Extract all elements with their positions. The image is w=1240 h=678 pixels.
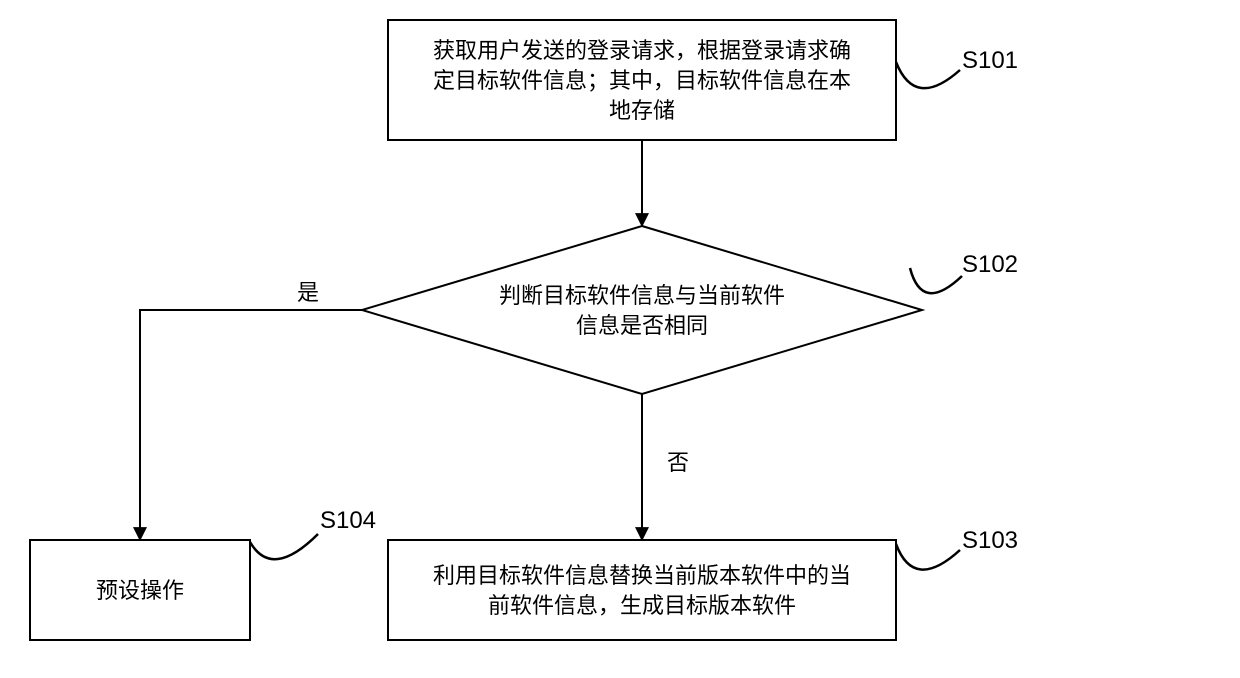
label-connector-s103 — [896, 544, 960, 570]
node-s102 — [362, 226, 922, 394]
node-s103-line1: 前软件信息，生成目标版本软件 — [488, 593, 796, 618]
node-s103 — [388, 540, 896, 640]
node-s101-line2: 地存储 — [609, 98, 675, 123]
node-s101-line0: 获取用户发送的登录请求，根据登录请求确 — [433, 38, 851, 63]
node-s102-line1: 信息是否相同 — [576, 313, 708, 338]
edge-label-s102-s104: 是 — [297, 280, 319, 305]
edge-label-s102-s103: 否 — [667, 450, 689, 475]
step-label-s103: S103 — [962, 527, 1018, 554]
node-s103-line0: 利用目标软件信息替换当前版本软件中的当 — [433, 563, 851, 588]
node-s101-line1: 定目标软件信息；其中，目标软件信息在本 — [433, 68, 851, 93]
label-connector-s101 — [896, 62, 960, 88]
step-label-s101: S101 — [962, 47, 1018, 74]
step-label-s104: S104 — [320, 507, 376, 534]
node-s102-line0: 判断目标软件信息与当前软件 — [499, 283, 785, 308]
step-label-s102: S102 — [962, 251, 1018, 278]
node-s104-line0: 预设操作 — [96, 578, 184, 603]
label-connector-s102 — [910, 268, 962, 293]
label-connector-s104 — [250, 534, 318, 559]
edge-s102-s104 — [140, 310, 362, 540]
